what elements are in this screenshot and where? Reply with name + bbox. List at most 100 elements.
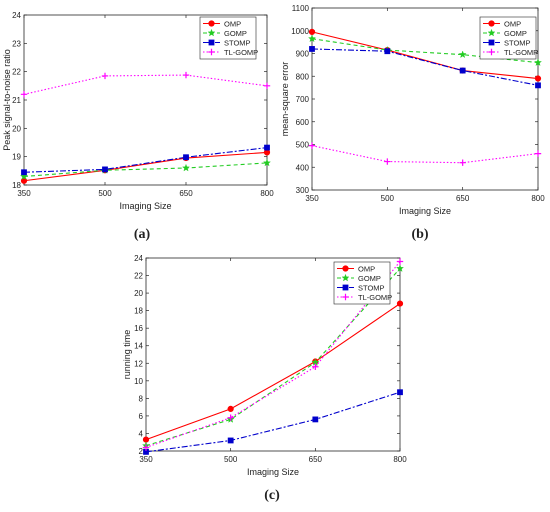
data-point-tl-gomp: [101, 72, 109, 80]
legend-entry: GOMP: [358, 274, 381, 283]
data-point-stomp: [183, 154, 189, 161]
series-line-stomp: [145, 391, 401, 453]
y-tick-label: 6: [139, 412, 144, 421]
data-point-stomp: [535, 82, 541, 89]
series-omp: [142, 300, 404, 443]
panel-caption: (b): [411, 227, 428, 242]
chart-panel-1: 350 500 650 800 18 19 20 21 22 23 24 Imaging Size Pe…: [2, 11, 274, 242]
y-tick-label: 22: [12, 68, 21, 77]
chart-panel-3: 350 500 650 80024681012141618202224Imaging …: [122, 254, 407, 503]
y-tick-label: 600: [296, 118, 310, 127]
data-point-tl-gomp: [142, 444, 150, 451]
x-tick-label: 350: [17, 189, 31, 198]
data-point-stomp: [309, 46, 315, 52]
data-point-omp: [396, 300, 404, 307]
y-tick-label: 300: [296, 186, 310, 195]
y-tick-label: 18: [12, 181, 21, 190]
y-tick-label: 10: [134, 377, 143, 386]
data-point-stomp: [397, 389, 403, 396]
panel-caption: (c): [264, 488, 280, 503]
y-tick-label: 20: [12, 124, 21, 133]
x-tick-label: 800: [393, 455, 407, 464]
y-axis-label: running time: [122, 330, 132, 380]
series-line-gomp: [23, 162, 268, 178]
legend-marker: [342, 265, 349, 272]
data-point-stomp: [21, 169, 27, 176]
y-tick-label: 12: [134, 359, 143, 368]
data-point-omp: [308, 28, 316, 35]
series-line-tl-gomp: [311, 145, 539, 164]
data-point-tl-gomp: [534, 150, 542, 157]
data-point-gomp: [458, 50, 467, 59]
series-tl-gomp: [308, 142, 542, 166]
data-point-tl-gomp: [384, 158, 391, 165]
y-tick-label: 1100: [292, 4, 310, 13]
y-tick-label: 24: [12, 11, 21, 20]
y-tick-label: 900: [296, 50, 310, 59]
series-tl-gomp: [20, 71, 271, 98]
y-tick-label: 400: [296, 163, 310, 172]
data-point-omp: [142, 436, 150, 443]
data-point-stomp: [459, 67, 466, 74]
legend-marker: [207, 28, 216, 37]
y-tick-label: 21: [12, 96, 21, 105]
legend-marker: [488, 39, 495, 46]
series-line-omp: [145, 303, 401, 441]
legend-marker: [488, 20, 495, 27]
legend-entry: STOMP: [358, 283, 385, 292]
data-point-gomp: [182, 163, 190, 172]
y-axis-label: mean-square error: [280, 62, 290, 137]
series-line-omp: [23, 151, 268, 182]
series-line-stomp: [311, 48, 539, 86]
y-tick-label: 1000: [291, 27, 309, 36]
x-tick-label: 650: [309, 455, 323, 464]
legend-entry: OMP: [224, 19, 241, 28]
x-tick-label: 350: [305, 194, 319, 203]
x-tick-label: 500: [381, 194, 395, 203]
x-tick-label: 350: [139, 455, 153, 464]
series-line-tl-gomp: [23, 74, 268, 95]
data-point-stomp: [312, 416, 319, 423]
data-point-gomp: [20, 172, 28, 180]
legend-marker: [208, 39, 215, 46]
legend-entry: GOMP: [224, 29, 247, 38]
series-line-stomp: [23, 147, 268, 173]
x-tick-label: 500: [98, 189, 112, 198]
x-tick-label: 800: [531, 194, 545, 203]
legend-entry: OMP: [504, 19, 521, 28]
y-tick-label: 14: [134, 342, 143, 351]
legend-marker: [208, 20, 215, 27]
data-point-stomp: [384, 48, 391, 55]
x-axis-label: Imaging Size: [247, 467, 299, 477]
legend-marker: [208, 48, 215, 56]
y-tick-label: 23: [12, 39, 21, 48]
data-point-gomp: [308, 34, 316, 43]
legend-entry: TL-GOMP: [504, 48, 538, 57]
y-tick-label: 800: [296, 72, 310, 81]
series-line-tl-gomp: [145, 261, 401, 449]
legend-entry: OMP: [358, 264, 375, 273]
y-tick-label: 700: [296, 95, 310, 104]
series-line-omp: [311, 31, 539, 80]
legend-entry: TL-GOMP: [358, 293, 392, 302]
data-point-tl-gomp: [182, 71, 190, 79]
legend-entry: GOMP: [504, 29, 527, 38]
legend-marker: [487, 28, 496, 37]
series-line-gomp: [145, 268, 401, 447]
data-point-tl-gomp: [227, 414, 234, 421]
data-point-gomp: [534, 58, 542, 66]
y-tick-label: 22: [134, 272, 143, 281]
x-tick-label: 650: [456, 194, 470, 203]
data-point-omp: [263, 149, 271, 156]
data-point-tl-gomp: [459, 159, 466, 166]
data-point-omp: [534, 75, 542, 82]
y-tick-label: 16: [134, 324, 143, 333]
legend-marker: [341, 273, 350, 282]
legend-entry: STOMP: [224, 38, 251, 47]
data-point-stomp: [264, 144, 270, 151]
data-point-tl-gomp: [308, 142, 316, 149]
